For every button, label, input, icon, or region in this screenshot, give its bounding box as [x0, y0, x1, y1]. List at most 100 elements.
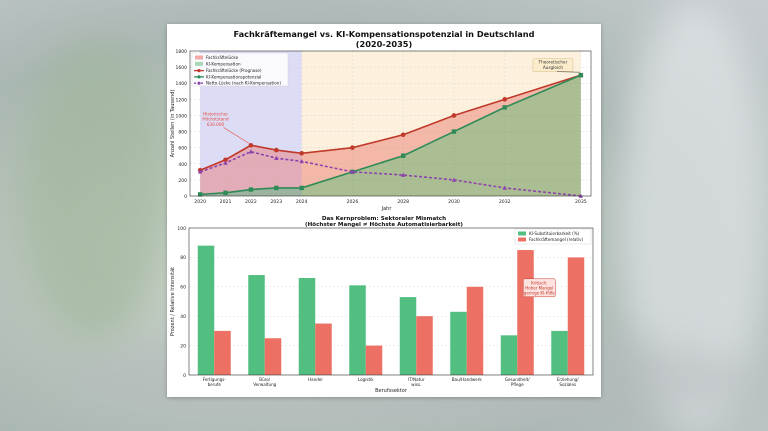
x-tick-label: Bau/Handwerk: [452, 377, 483, 382]
y-tick-label: 0: [184, 194, 187, 200]
legend-label: Fachkräftemangel (relativ): [529, 237, 584, 242]
annotation-text: 630.000: [207, 122, 225, 127]
legend-label: KI-Kompensation: [206, 62, 241, 67]
bar: [517, 250, 534, 375]
y-axis-label: Prozent / Relative Intensität: [170, 267, 176, 336]
x-tick-label: 2020: [194, 199, 206, 205]
bar: [349, 285, 366, 375]
data-point: [197, 169, 203, 174]
gap-fill-area: [200, 75, 581, 195]
data-point: [400, 132, 406, 138]
legend-marker: [197, 75, 201, 79]
legend-swatch: [518, 237, 526, 242]
bar: [298, 277, 316, 375]
plot-frame: [188, 227, 594, 376]
annotation-text: Historischer: [203, 111, 228, 116]
legend-label: KI-Kompensationspotenzial: [206, 74, 261, 79]
x-tick-label: Verwaltung: [253, 382, 276, 387]
y-tick-label: 80: [180, 255, 186, 261]
legend-swatch: [195, 61, 203, 66]
series-line: [200, 74, 582, 196]
y-tick-label: 400: [178, 162, 187, 168]
data-point: [502, 105, 507, 110]
legend-marker: [197, 69, 201, 73]
legend-label: Netto-Lücke (nach KI-Kompensation): [206, 81, 281, 86]
data-point: [578, 72, 584, 78]
figure-subtitle: (2020-2035): [356, 39, 413, 49]
y-tick-label: 1200: [176, 97, 188, 103]
x-tick-label: Erziehung/: [557, 377, 579, 382]
data-point: [223, 160, 228, 165]
chart-figure: Fachkräftemangel vs. KI-Kompensationspot…: [167, 24, 601, 397]
data-point: [197, 192, 203, 197]
bar: [399, 297, 417, 375]
chart-title: Das Kernproblem: Sektoraler Mismatch: [322, 216, 446, 222]
line-chart: 0 200 400 600 800 1000 1200 1400 1600 1800 2020 202…: [170, 49, 592, 212]
data-point: [350, 145, 355, 150]
x-tick-label: IT/Natur: [408, 377, 425, 382]
figure-svg: Fachkräftemangel vs. KI-Kompensationspot…: [170, 29, 594, 394]
legend-label: Fachkräftelücke (Prognose): [206, 68, 262, 73]
y-tick-label: 600: [178, 146, 187, 152]
x-tick-label: 2022: [245, 199, 257, 205]
x-axis-label: Berufssektor: [375, 388, 408, 394]
bar: [416, 316, 433, 375]
bar: [551, 330, 568, 375]
data-point: [350, 169, 355, 174]
background-blur: [20, 40, 170, 340]
data-point: [451, 129, 457, 134]
data-point: [223, 190, 228, 195]
legend-label: KI-Substituierbarkeit (%): [529, 231, 580, 236]
x-axis-label: Jahr: [381, 206, 393, 212]
data-point: [223, 157, 228, 163]
legend: KI-Substituierbarkeit (%)Fachkräftemange…: [514, 228, 592, 245]
ki-fill-area: [200, 75, 581, 196]
figure-title: Fachkräftemangel vs. KI-Kompensationspot…: [233, 29, 534, 39]
y-axis-label: Anzahl Stellen (in Tausend): [170, 90, 176, 158]
legend-box: [191, 52, 289, 87]
series-line: [199, 150, 581, 197]
plot-frame: [189, 50, 592, 197]
x-tick-label: 2035: [575, 199, 587, 205]
data-point: [274, 185, 279, 191]
y-tick-label: 1600: [176, 65, 188, 71]
data-point: [273, 147, 279, 153]
bar: [500, 335, 518, 375]
y-tick-label: 200: [178, 178, 187, 184]
y-tick-label: 0: [183, 373, 186, 379]
x-tick-label: Fertigungs-: [203, 377, 227, 382]
x-tick-label: Pflege: [511, 382, 524, 387]
y-tick-label: 1800: [176, 49, 188, 55]
data-point: [299, 151, 304, 156]
legend-swatch: [195, 55, 203, 60]
annotation-text: Höchststand: [202, 117, 229, 122]
legend-box: [514, 228, 592, 245]
x-tick-label: Soziales: [559, 382, 576, 387]
bar: [248, 275, 265, 375]
x-tick-label: 2024: [296, 199, 308, 205]
x-tick-label: berufe: [208, 382, 222, 387]
bar: [315, 323, 332, 375]
legend: Fachkräftelücke KI-KompensationFachkräfte…: [191, 52, 289, 87]
bar: [365, 345, 383, 375]
data-point: [502, 97, 508, 102]
data-point: [451, 113, 457, 118]
y-tick-label: 1400: [176, 81, 188, 87]
annotation-text: Ausgleich: [543, 65, 564, 70]
x-tick-label: Büro/: [259, 377, 271, 382]
legend-marker: [197, 81, 201, 85]
bar-chart: Das Kernproblem: Sektoraler Mismatch(Höc…: [170, 216, 594, 394]
chart-subtitle: (Höchster Mangel ≠ Höchste Automatisierb…: [305, 222, 463, 228]
data-point: [502, 185, 507, 190]
x-tick-label: wiss.: [411, 382, 421, 387]
bar: [450, 311, 467, 375]
y-tick-label: 40: [180, 314, 186, 320]
data-point: [400, 172, 406, 177]
annotation-text: Kritisch:: [531, 280, 547, 285]
x-tick-label: 2030: [448, 199, 460, 205]
annotation-arrow: [223, 127, 250, 144]
bar: [197, 245, 215, 375]
bar: [264, 338, 282, 375]
series-line: [199, 74, 582, 171]
annotation-text: Theoretischer: [538, 60, 568, 65]
